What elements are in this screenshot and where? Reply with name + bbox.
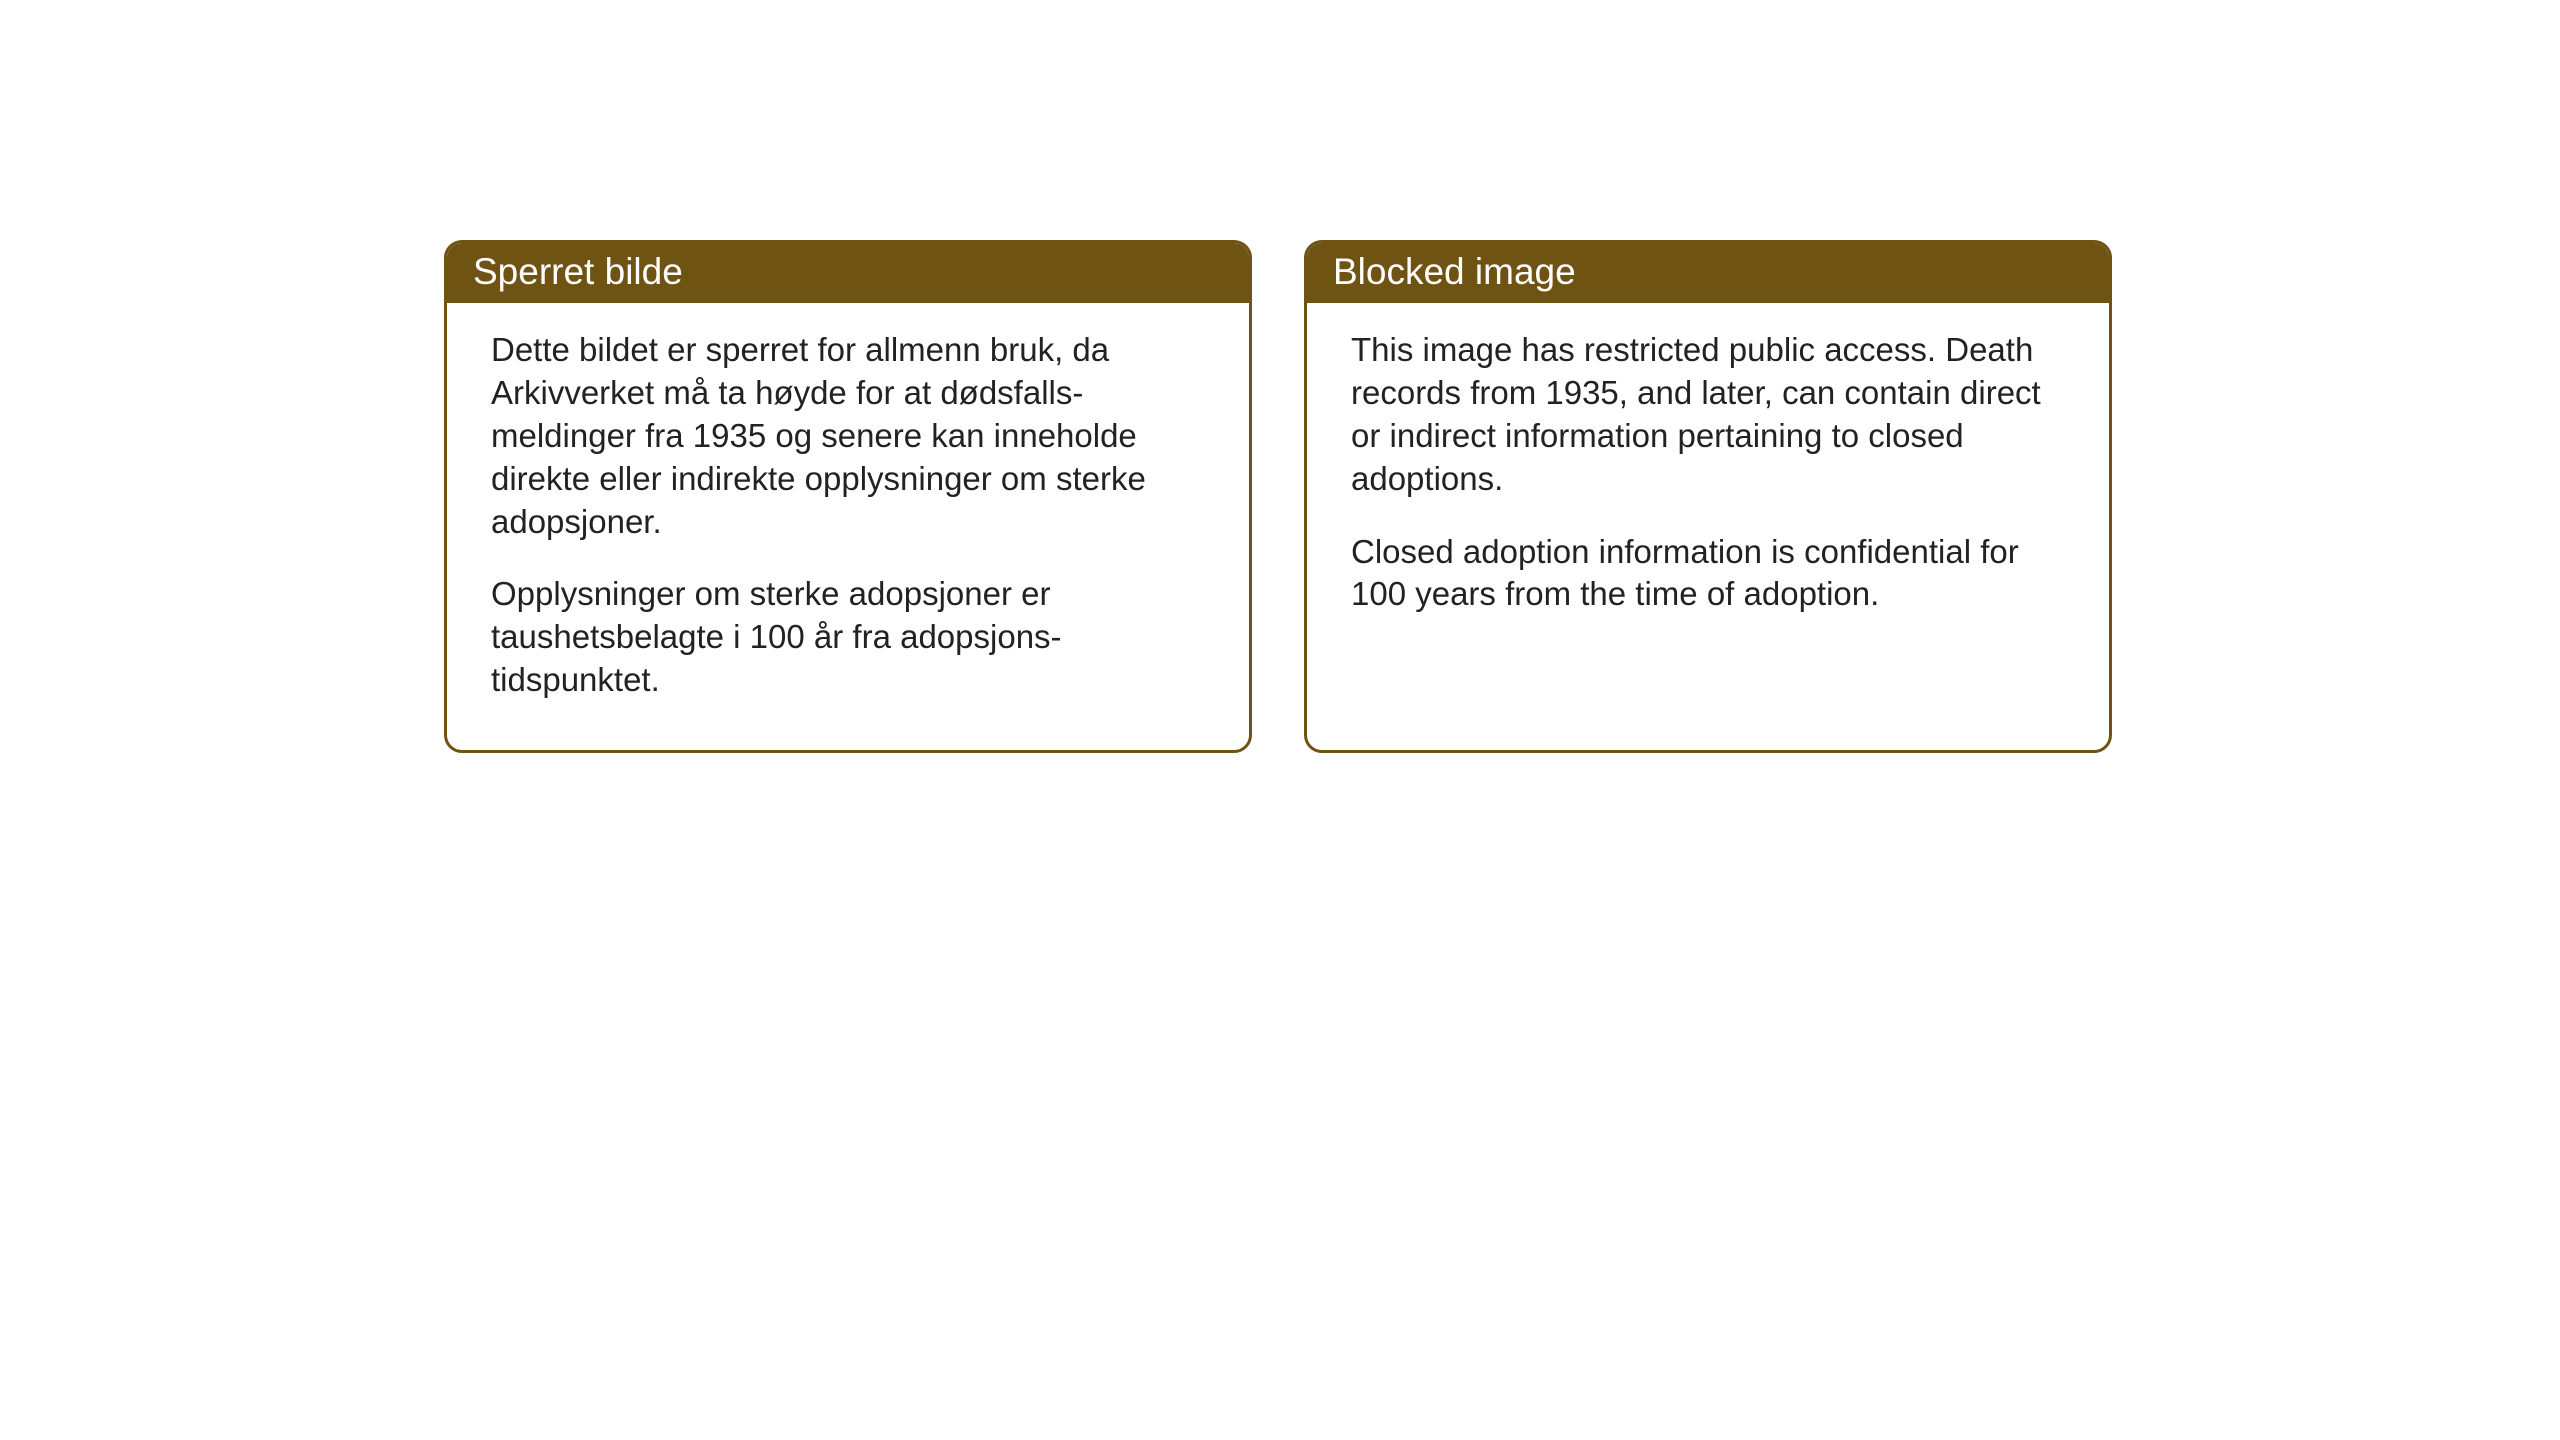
card-paragraph-1-english: This image has restricted public access.…: [1351, 329, 2065, 501]
card-title-norwegian: Sperret bilde: [473, 251, 683, 292]
card-title-english: Blocked image: [1333, 251, 1576, 292]
card-paragraph-2-norwegian: Opplysninger om sterke adopsjoner er tau…: [491, 573, 1205, 702]
card-paragraph-1-norwegian: Dette bildet er sperret for allmenn bruk…: [491, 329, 1205, 543]
card-paragraph-2-english: Closed adoption information is confident…: [1351, 531, 2065, 617]
card-header-english: Blocked image: [1307, 243, 2109, 303]
card-body-english: This image has restricted public access.…: [1307, 303, 2109, 650]
card-header-norwegian: Sperret bilde: [447, 243, 1249, 303]
notice-card-english: Blocked image This image has restricted …: [1304, 240, 2112, 753]
card-body-norwegian: Dette bildet er sperret for allmenn bruk…: [447, 303, 1249, 736]
notice-card-norwegian: Sperret bilde Dette bildet er sperret fo…: [444, 240, 1252, 753]
notice-cards-container: Sperret bilde Dette bildet er sperret fo…: [444, 240, 2112, 753]
